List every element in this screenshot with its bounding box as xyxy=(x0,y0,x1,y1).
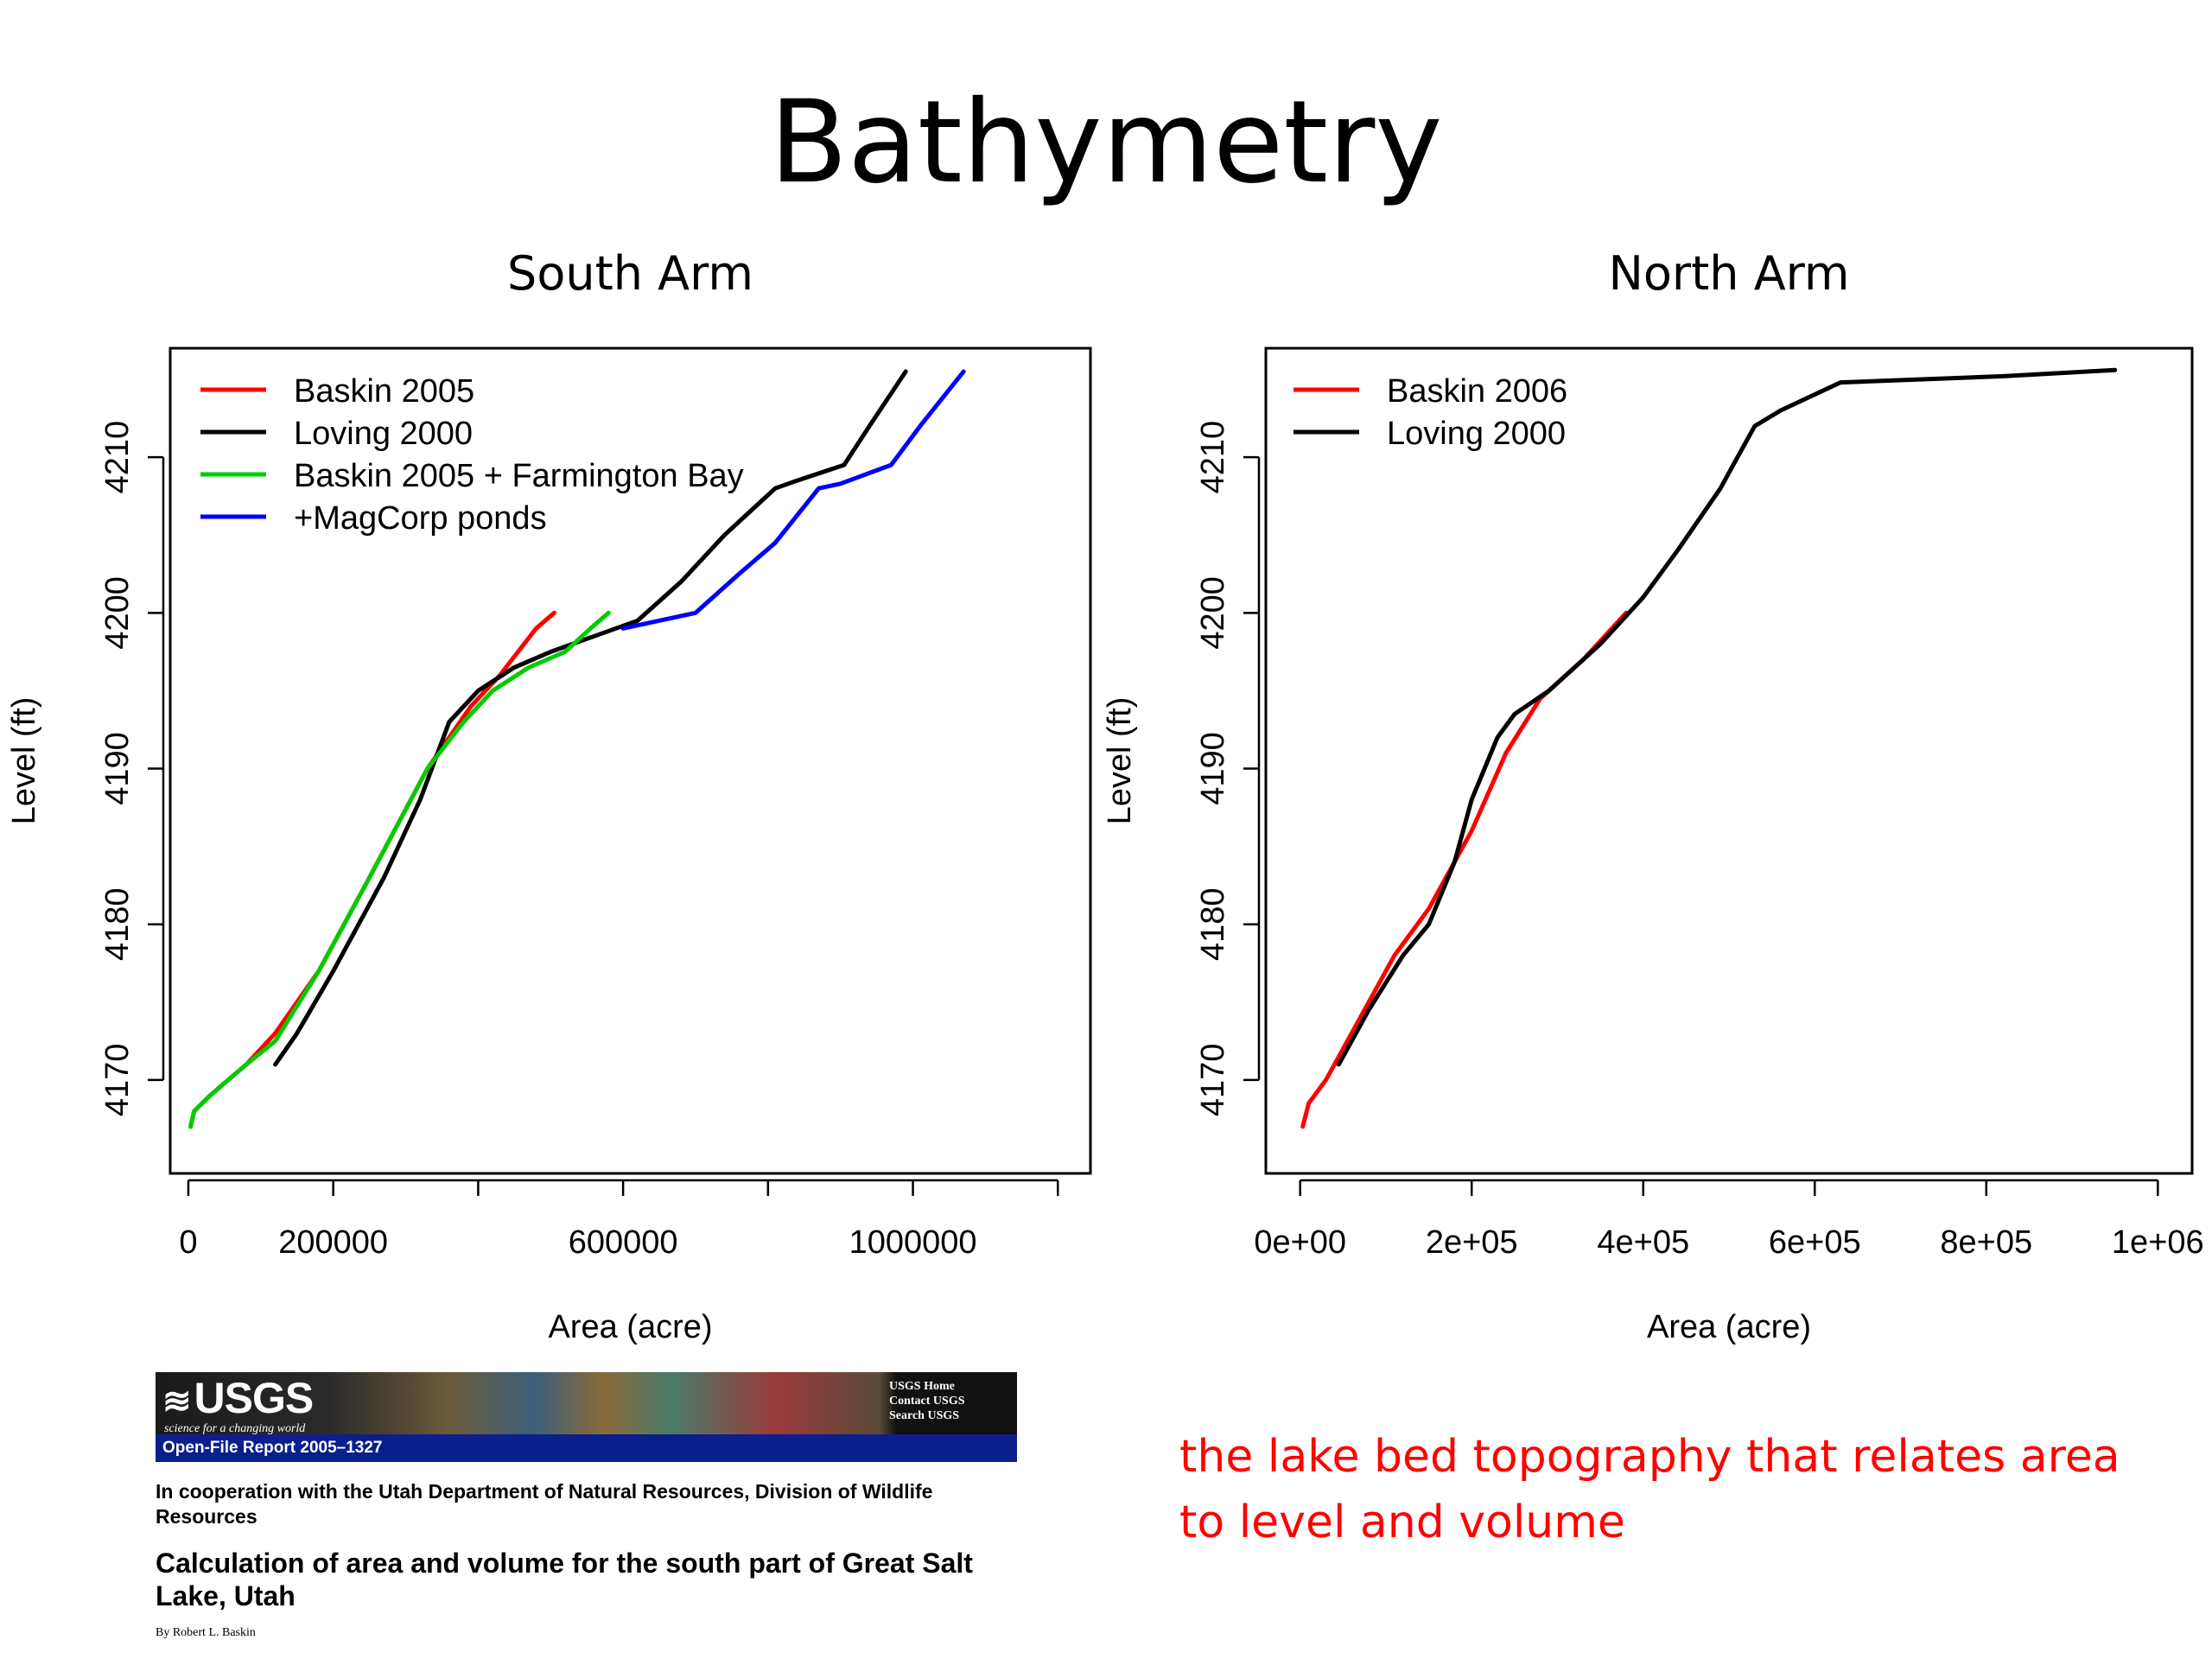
x-tick-label: 1e+06 xyxy=(2112,1224,2204,1261)
chart-north-arm: North Arm 0e+00 2e+05 4e+05 6e+05 8e+05 1e+06 A… xyxy=(1102,246,2204,1345)
y-tick-label: 4200 xyxy=(99,576,136,650)
x-tick-label: 200000 xyxy=(278,1224,388,1261)
series-line xyxy=(620,369,966,631)
series-line xyxy=(1300,610,1629,1129)
y-axis-label: Level (ft) xyxy=(1102,697,1138,825)
legend-label: Baskin 2005 xyxy=(294,373,474,410)
report-byline: By Robert L. Baskin xyxy=(156,1626,256,1639)
usgs-tagline: science for a changing world xyxy=(164,1422,306,1435)
usgs-logo[interactable]: ≋USGS xyxy=(162,1374,315,1424)
contact-usgs-link[interactable]: Contact USGS xyxy=(889,1395,965,1408)
x-tick-label: 2e+05 xyxy=(1426,1224,1518,1261)
legend-label: Baskin 2006 xyxy=(1387,373,1567,410)
series-line xyxy=(1336,367,2118,1067)
x-tick-label: 1000000 xyxy=(849,1224,977,1261)
y-tick-label: 4170 xyxy=(99,1044,136,1117)
y-tick-label: 4210 xyxy=(99,421,136,494)
legend-label: Loving 2000 xyxy=(294,416,473,452)
open-file-report-bar: Open-File Report 2005–1327 xyxy=(156,1434,1017,1462)
usgs-links: USGS Home Contact USGS Search USGS xyxy=(889,1379,1010,1423)
x-axis-label: Area (acre) xyxy=(548,1309,712,1345)
series-line xyxy=(188,610,611,1129)
y-axis-label: Level (ft) xyxy=(6,697,42,825)
usgs-logo-text: USGS xyxy=(194,1374,315,1422)
chart-title: North Arm xyxy=(1609,246,1850,301)
plot-frame xyxy=(1264,346,2194,1175)
chart-south-arm: South Arm 0 200000 600000 1000000 Area (acre)… xyxy=(6,246,1092,1345)
y-tick-label: 4190 xyxy=(99,732,136,805)
y-tick-label: 4190 xyxy=(1195,732,1231,805)
series-group xyxy=(188,369,966,1129)
x-tick-label: 8e+05 xyxy=(1940,1224,2032,1261)
plot-frame xyxy=(168,346,1092,1175)
x-tick-label: 0 xyxy=(179,1224,197,1261)
caption: the lake bed topography that relates are… xyxy=(1179,1431,2120,1548)
cooperation-note: In cooperation with the Utah Department … xyxy=(156,1480,933,1528)
y-tick-label: 4180 xyxy=(1195,887,1231,961)
chart-title: South Arm xyxy=(507,246,753,301)
legend-label: Baskin 2005 + Farmington Bay xyxy=(294,458,744,494)
y-tick-label: 4180 xyxy=(99,887,136,961)
x-tick-label: 6e+05 xyxy=(1769,1224,1861,1261)
y-tick-label: 4170 xyxy=(1195,1044,1231,1117)
y-tick-label: 4200 xyxy=(1195,576,1231,650)
x-tick-label: 600000 xyxy=(569,1224,678,1261)
y-tick-label: 4210 xyxy=(1195,421,1231,494)
report-title: Calculation of area and volume for the s… xyxy=(156,1548,973,1611)
legend-label: Loving 2000 xyxy=(1387,416,1566,452)
search-usgs-link[interactable]: Search USGS xyxy=(889,1409,960,1422)
legend-label: +MagCorp ponds xyxy=(294,500,547,537)
slide-title: Bathymetry xyxy=(769,76,1443,209)
x-tick-label: 0e+00 xyxy=(1254,1224,1346,1261)
x-tick-label: 4e+05 xyxy=(1597,1224,1689,1261)
x-axis-label: Area (acre) xyxy=(1647,1309,1811,1345)
series-group xyxy=(1300,367,2118,1129)
usgs-home-link[interactable]: USGS Home xyxy=(889,1380,955,1393)
usgs-wave-icon: ≋ xyxy=(162,1382,192,1421)
